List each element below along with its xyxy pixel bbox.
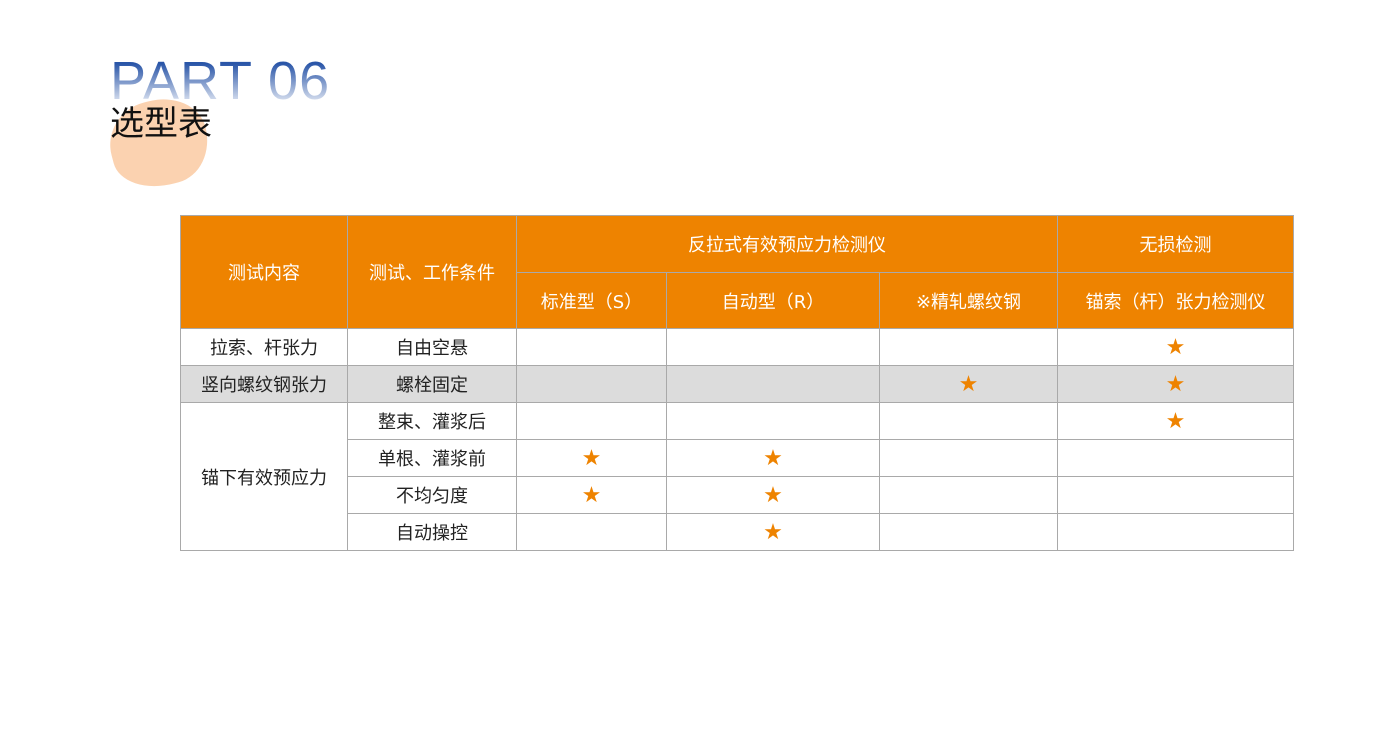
cell-mark [878,439,1059,477]
cell-mark: ★ [666,513,880,551]
cell-test-content: 锚下有效预应力 [180,402,348,551]
cell-test-content: 竖向螺纹钢张力 [180,365,348,403]
cell-condition: 螺栓固定 [347,365,517,403]
selection-table: 测试内容 测试、工作条件 反拉式有效预应力检测仪 无损检测 标准型（S） 自动型… [180,215,1295,551]
header-group-reverse-pull: 反拉式有效预应力检测仪 [515,215,1059,273]
cell-mark: ★ [1057,328,1295,366]
cell-mark [878,328,1059,366]
star-icon: ★ [958,371,979,397]
header-conditions: 测试、工作条件 [347,215,517,329]
cell-condition: 单根、灌浆前 [347,439,517,477]
cell-mark [666,365,880,403]
header-anchor-tension: 锚索（杆）张力检测仪 [1057,272,1295,329]
cell-mark [878,476,1059,514]
table-row: 不均匀度 ★ ★ [181,476,1295,514]
cell-mark: ★ [516,439,667,477]
page-title: 选型表 [110,104,212,144]
header-standard: 标准型（S） [516,272,667,329]
cell-condition: 自动操控 [347,513,517,551]
cell-mark: ★ [516,476,667,514]
cell-mark [1057,439,1295,477]
star-icon: ★ [581,482,602,508]
cell-test-content: 拉索、杆张力 [180,328,348,366]
table-row: 拉索、杆张力 自由空悬 ★ [180,328,1295,366]
star-icon: ★ [763,445,783,471]
star-icon: ★ [763,482,783,508]
cell-mark [1057,513,1295,551]
cell-mark: ★ [666,439,880,477]
star-icon: ★ [763,519,783,545]
header-auto: 自动型（R） [666,272,880,329]
star-icon: ★ [581,445,602,471]
cell-condition: 整束、灌浆后 [347,402,517,440]
cell-mark: ★ [1057,402,1295,440]
header-test-content: 测试内容 [180,215,348,329]
cell-mark [516,513,667,551]
star-icon: ★ [1165,371,1186,397]
cell-condition: 自由空悬 [347,328,517,366]
cell-mark [666,402,880,440]
cell-mark [516,402,667,440]
table-row: 自动操控 ★ [181,513,1295,551]
header-rebar: ※精轧螺纹钢 [878,272,1059,329]
star-icon: ★ [1165,408,1186,434]
cell-mark: ★ [878,365,1059,403]
cell-mark: ★ [1057,365,1295,403]
table-row: 单根、灌浆前 ★ ★ [181,439,1295,477]
part-number: PART 06 [110,51,331,111]
cell-condition: 不均匀度 [347,476,517,514]
cell-mark [878,402,1059,440]
cell-mark [516,328,667,366]
cell-mark [878,513,1059,551]
table-row: 竖向螺纹钢张力 螺栓固定 ★ ★ [180,365,1295,403]
cell-mark: ★ [666,476,880,514]
header-group-ndt: 无损检测 [1057,215,1295,273]
cell-mark [1057,476,1295,514]
table-row: 锚下有效预应力 整束、灌浆后 ★ [180,402,1295,551]
cell-mark [666,328,880,366]
cell-mark [516,365,667,403]
star-icon: ★ [1165,334,1186,360]
